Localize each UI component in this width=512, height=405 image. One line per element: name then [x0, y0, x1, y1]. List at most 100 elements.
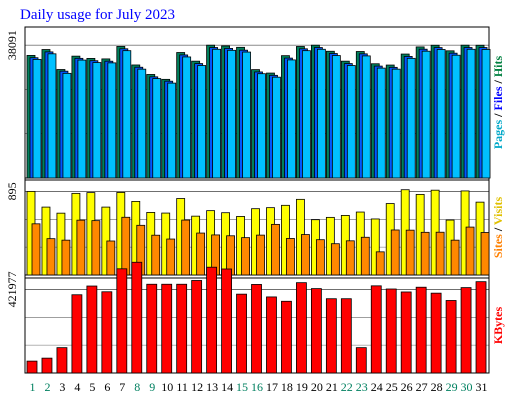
x-tick-label: 15: [236, 380, 248, 394]
bar-sites: [465, 226, 475, 276]
bar-pages: [257, 73, 266, 179]
bar-kbytes: [296, 282, 307, 374]
bar-pages: [197, 65, 207, 179]
bar-visits: [370, 218, 380, 276]
x-tick-label: 14: [221, 380, 233, 394]
bar-kbytes: [355, 347, 367, 374]
x-tick-label: 24: [371, 380, 383, 394]
bar-kbytes: [325, 298, 337, 374]
bar-sites: [420, 231, 430, 276]
bar-pages: [242, 51, 251, 179]
bar-pages: [92, 62, 102, 179]
x-tick-label: 28: [431, 380, 443, 394]
bar-sites: [360, 236, 370, 276]
bar-kbytes: [56, 347, 68, 374]
bar-pages: [182, 56, 192, 179]
bar-kbytes: [281, 300, 292, 374]
bar-kbytes: [221, 268, 232, 374]
x-tick-label: 7: [119, 380, 125, 394]
x-tick-label: 16: [251, 380, 263, 394]
y-max-label: 38091: [5, 30, 19, 60]
legend: Sites / Visits: [491, 197, 505, 259]
bar-kbytes: [191, 280, 203, 374]
bar-sites: [390, 229, 400, 276]
bar-pages: [212, 48, 222, 179]
bar-sites: [151, 234, 161, 276]
bar-sites: [166, 238, 176, 276]
bar-sites: [375, 251, 385, 276]
bar-pages: [331, 55, 341, 179]
bar-kbytes: [460, 287, 472, 374]
x-tick-label: 23: [356, 380, 368, 394]
bar-sites: [121, 216, 131, 276]
bar-sites: [405, 229, 415, 276]
bar-pages: [122, 50, 132, 179]
legend-visits: Visits: [491, 197, 505, 226]
bar-pages: [287, 59, 296, 179]
bar-kbytes: [400, 291, 412, 374]
bar-pages: [167, 82, 177, 179]
bar-pages: [451, 54, 461, 179]
x-tick-label: 1: [29, 380, 35, 394]
bar-kbytes: [26, 360, 38, 374]
x-tick-label: 21: [326, 380, 338, 394]
x-tick-label: 20: [311, 380, 323, 394]
bar-pages: [421, 50, 431, 179]
bar-kbytes: [71, 294, 83, 374]
bar-sites: [31, 223, 41, 276]
x-tick-label: 17: [266, 380, 278, 394]
bar-kbytes: [445, 300, 457, 374]
bar-sites: [46, 238, 56, 276]
x-tick-label: 3: [59, 380, 65, 394]
x-tick-label: 9: [149, 380, 155, 394]
x-tick-label: 8: [134, 380, 140, 394]
bar-kbytes: [266, 296, 277, 374]
bar-pages: [406, 57, 416, 179]
chart-title: Daily usage for July 2023: [20, 7, 175, 23]
bar-kbytes: [475, 281, 487, 374]
bar-kbytes: [430, 292, 442, 374]
bar-sites: [196, 232, 206, 276]
bar-pages: [137, 68, 147, 179]
bar-pages: [62, 72, 72, 179]
x-tick-label: 18: [281, 380, 293, 394]
x-tick-label: 31: [476, 380, 488, 394]
bar-kbytes: [131, 261, 143, 374]
x-tick-label: 19: [296, 380, 308, 394]
x-tick-label: 11: [176, 380, 188, 394]
bar-pages: [227, 49, 236, 179]
bar-pages: [152, 78, 162, 179]
bar-sites: [286, 238, 295, 276]
legend-files: Files: [491, 86, 505, 110]
bar-sites: [450, 239, 460, 276]
legend-pages: Pages: [491, 120, 505, 150]
bar-kbytes: [370, 285, 382, 374]
x-tick-label: 5: [89, 380, 95, 394]
bar-kbytes: [236, 293, 247, 374]
y-max-label: 895: [5, 182, 19, 200]
x-tick-label: 29: [446, 380, 458, 394]
bar-pages: [272, 76, 281, 179]
y-max-label: 421977: [5, 271, 19, 307]
bar-kbytes: [385, 288, 397, 374]
bar-kbytes: [340, 298, 352, 374]
bar-sites: [330, 243, 340, 276]
legend-separator: /: [491, 225, 505, 234]
bar-kbytes: [116, 268, 128, 374]
bar-sites: [91, 220, 101, 276]
bar-pages: [47, 53, 57, 179]
bar-pages: [376, 67, 386, 179]
bar-sites: [76, 219, 86, 276]
x-tick-label: 4: [74, 380, 80, 394]
bar-pages: [346, 65, 356, 179]
bar-sites: [181, 219, 191, 276]
x-tick-label: 27: [416, 380, 428, 394]
bar-sites: [106, 240, 116, 276]
bar-pages: [302, 50, 311, 179]
bar-kbytes: [251, 284, 262, 374]
bar-pages: [77, 59, 87, 179]
x-tick-label: 10: [161, 380, 173, 394]
x-tick-label: 6: [104, 380, 110, 394]
bar-pages: [32, 58, 42, 179]
